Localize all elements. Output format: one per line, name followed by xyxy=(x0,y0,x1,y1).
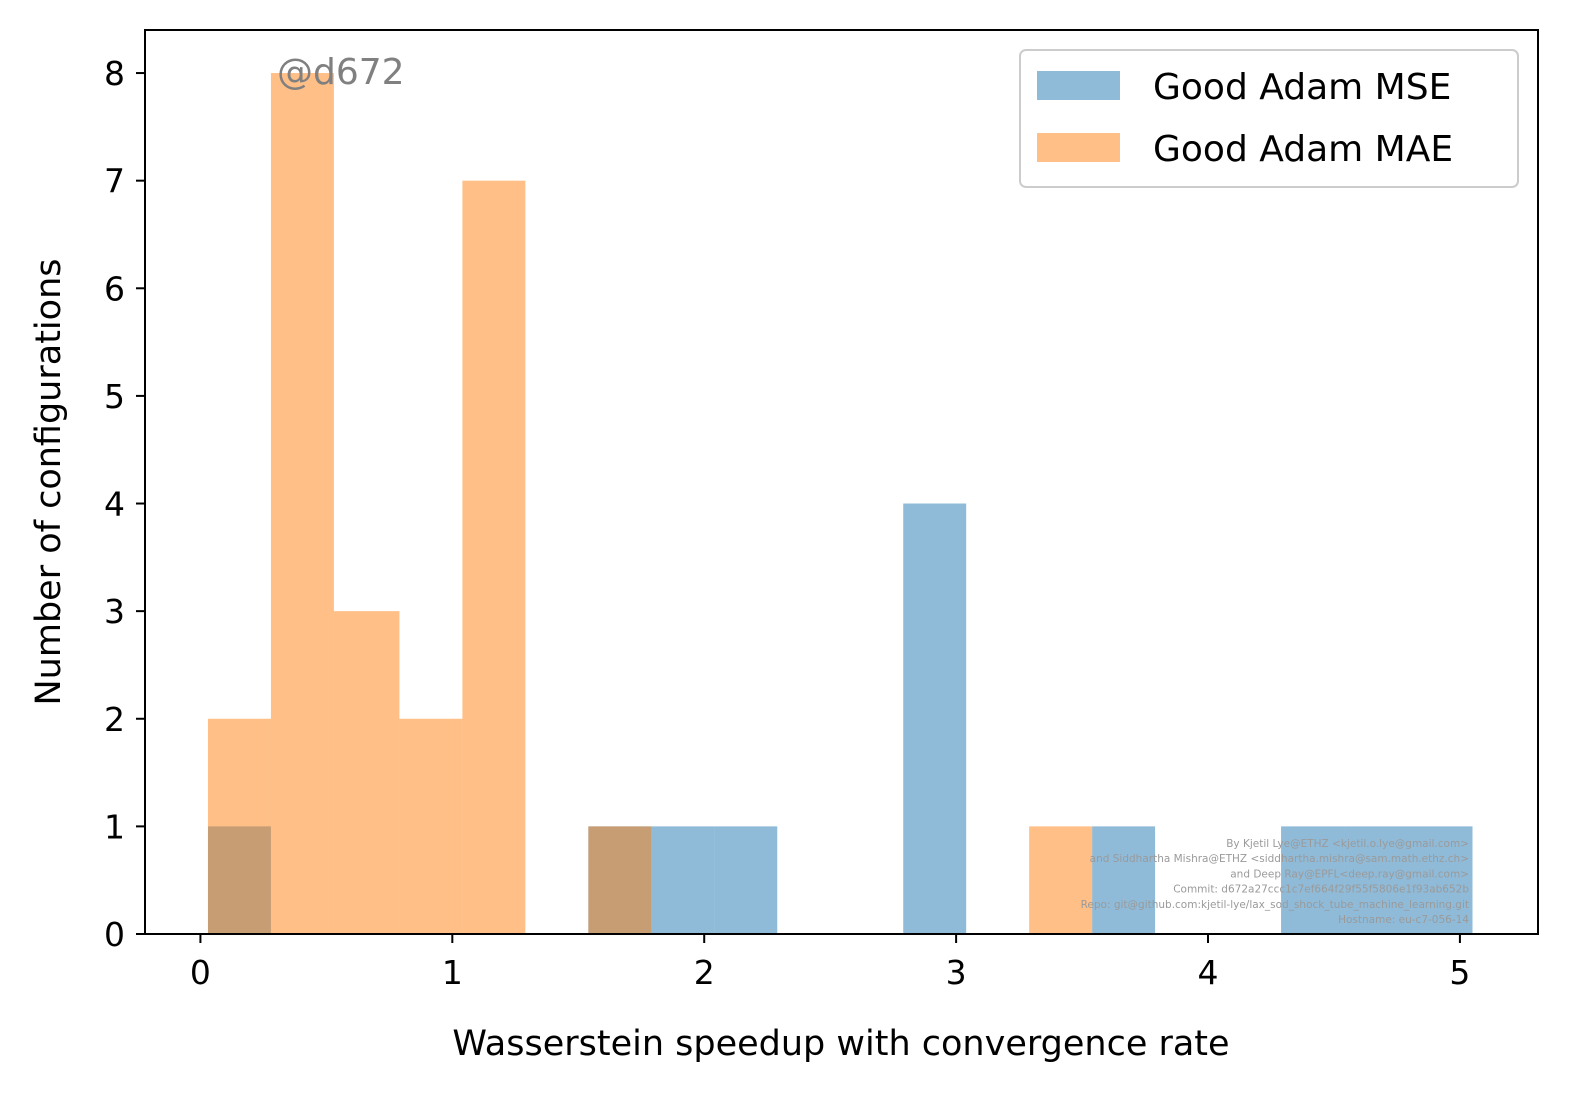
y-tick-label: 4 xyxy=(104,485,125,524)
bar-good-adam-mse-11 xyxy=(903,503,967,934)
legend: Good Adam MSE Good Adam MAE xyxy=(1019,49,1519,188)
x-tick-label: 5 xyxy=(1449,953,1470,992)
bars-layer xyxy=(207,73,1473,935)
x-axis-title: Wasserstein speedup with convergence rat… xyxy=(452,1024,1229,1064)
y-tick-label: 2 xyxy=(104,700,125,739)
credits-block: By Kjetil Lye@ETHZ <kjetil.o.lye@gmail.c… xyxy=(1081,838,1470,926)
legend-label-good-adam-mse: Good Adam MSE xyxy=(1153,67,1451,108)
y-axis-title: Number of configurations xyxy=(29,259,69,706)
credit-line: Commit: d672a27ccc1c7ef664f29f55f5806e1f… xyxy=(1173,884,1469,896)
axes-layer: 0 1 2 3 4 5 0 1 2 3 4 5 6 7 8 xyxy=(104,29,1539,992)
legend-swatch-good-adam-mse xyxy=(1037,71,1120,100)
bar-good-adam-mae-4 xyxy=(462,180,526,935)
watermark-label: @d672 xyxy=(277,52,405,93)
y-tick-label: 5 xyxy=(104,377,125,416)
y-tick-label: 0 xyxy=(104,915,125,954)
bar-good-adam-mae-2 xyxy=(333,611,400,934)
bar-good-adam-mae-0 xyxy=(207,718,271,934)
bar-good-adam-mae-1 xyxy=(270,73,334,935)
y-tick-label: 3 xyxy=(104,592,125,631)
legend-swatch-good-adam-mae xyxy=(1037,133,1120,162)
bar-good-adam-mae-3 xyxy=(399,718,463,934)
legend-frame xyxy=(1019,49,1519,188)
y-tick-label: 1 xyxy=(104,807,125,846)
credit-line: By Kjetil Lye@ETHZ <kjetil.o.lye@gmail.c… xyxy=(1226,838,1469,850)
plot-frame xyxy=(144,29,1539,935)
x-tick-label: 0 xyxy=(190,953,211,992)
bar-good-adam-mae-6 xyxy=(588,826,652,934)
bar-good-adam-mae-13 xyxy=(1029,826,1093,934)
credit-line: and Deep Ray@EPFL<deep.ray@gmail.com> xyxy=(1230,868,1469,880)
credit-line: and Siddhartha Mishra@ETHZ <siddhartha.m… xyxy=(1090,853,1469,865)
y-tick-label: 8 xyxy=(104,54,125,93)
y-tick-label: 7 xyxy=(104,162,125,201)
bar-good-adam-mse-17 xyxy=(1281,826,1345,934)
legend-label-good-adam-mae: Good Adam MAE xyxy=(1153,129,1453,170)
x-tick-label: 4 xyxy=(1198,953,1219,992)
credit-line: Hostname: eu-c7-056-14 xyxy=(1338,914,1469,926)
x-tick-label: 3 xyxy=(946,953,967,992)
x-tick-label: 2 xyxy=(694,953,715,992)
bar-good-adam-mse-19 xyxy=(1407,826,1473,934)
credit-line: Repo: git@github.com:kjetil-lye/lax_sod_… xyxy=(1081,899,1469,911)
bar-good-adam-mse-18 xyxy=(1344,826,1408,934)
bar-good-adam-mse-7 xyxy=(651,826,715,934)
x-tick-label: 1 xyxy=(442,953,463,992)
bar-good-adam-mse-8 xyxy=(714,826,778,934)
y-tick-label: 6 xyxy=(104,269,125,308)
bar-good-adam-mse-14 xyxy=(1092,826,1156,934)
